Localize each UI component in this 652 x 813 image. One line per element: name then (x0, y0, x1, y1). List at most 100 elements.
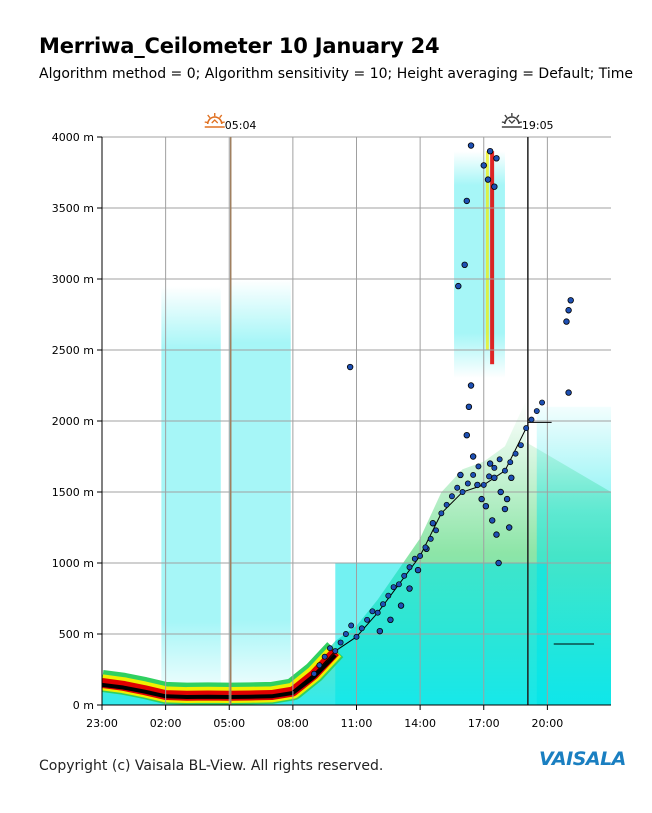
y-tick-label: 1000 m (52, 557, 94, 570)
cloud-detection-point (414, 566, 422, 574)
cloud-streak (490, 151, 495, 365)
copyright-footer: Copyright (c) Vaisala BL-View. All right… (39, 758, 384, 774)
cloud-detection-point (455, 282, 462, 290)
cloud-detection-point (467, 142, 475, 149)
cloud-detection-point (397, 602, 405, 609)
cloud-detection-point (467, 382, 475, 389)
x-tick-label: 11:00 (341, 717, 373, 730)
bl-detection-point (491, 464, 498, 471)
bl-detection-point (507, 459, 514, 466)
cloud-detection-point (346, 363, 354, 371)
bl-detection-point (502, 467, 508, 474)
bl-detection-point (512, 450, 519, 457)
bl-detection-point (533, 408, 540, 415)
cloud-detection-point (484, 176, 492, 183)
sunrise-icon (204, 113, 225, 128)
cloud-detection-point (457, 471, 464, 479)
cloud-detection-point (429, 520, 437, 527)
bl-detection-point (480, 481, 487, 488)
x-tick-label: 08:00 (277, 717, 309, 730)
cloud-detection-point (491, 474, 498, 481)
haze-column (161, 286, 221, 705)
bl-detection-point (369, 608, 376, 615)
bl-detection-point (342, 631, 349, 637)
cloud-detection-point (486, 460, 494, 467)
bl-detection-point (438, 510, 445, 517)
x-tick-label: 02:00 (150, 717, 182, 730)
cloud-detection-point (482, 503, 490, 510)
bl-detection-point (454, 484, 461, 491)
cloud-detection-point (493, 155, 500, 162)
y-tick-label: 0 m (73, 699, 94, 712)
bl-detection-point (464, 480, 471, 487)
cloud-detection-point (474, 481, 481, 489)
bl-detection-point (311, 670, 318, 677)
chart-title: Merriwa_Ceilometer 10 January 24 (39, 34, 440, 58)
sunrise-time-label: 05:04 (225, 119, 257, 132)
cloud-detection-point (495, 559, 502, 567)
cloud-detection-point (493, 531, 500, 538)
cloud-detection-point (480, 162, 487, 169)
cloud-detection-point (497, 488, 504, 496)
cloud-detection-point (508, 474, 515, 481)
cloud-detection-point (506, 524, 513, 531)
bl-detection-point (528, 416, 535, 423)
sunset-time-label: 19:05 (522, 119, 554, 132)
bl-detection-point (374, 609, 381, 616)
cloud-detection-point (465, 403, 473, 410)
bl-detection-point (316, 662, 323, 669)
cloud-detection-point (463, 197, 470, 205)
bl-detection-point (332, 648, 339, 654)
x-tick-label: 14:00 (404, 717, 436, 730)
cloud-detection-point (503, 495, 511, 503)
detections-overlay (292, 142, 595, 692)
evening-aerosol (536, 406, 611, 705)
bl-detection-point (364, 616, 371, 623)
bl-detection-point (385, 592, 392, 599)
bl-detection-point (358, 625, 365, 632)
x-tick-label: 05:00 (213, 717, 245, 730)
y-tick-label: 1500 m (52, 486, 94, 499)
cloud-detection-point (463, 432, 470, 439)
bl-detection-point (411, 555, 418, 562)
x-tick-label: 20:00 (532, 717, 564, 730)
bl-detection-point (395, 581, 402, 588)
bl-detection-point (433, 527, 439, 534)
bl-detection-point (539, 399, 546, 406)
bl-detection-point (448, 493, 455, 500)
cloud-detection-point (486, 147, 494, 155)
bl-detection-point (353, 633, 360, 640)
vaisala-logo: VAISALA (539, 748, 626, 770)
bl-detection-point (380, 601, 386, 608)
bl-detection-point (517, 442, 524, 449)
cloud-detection-point (563, 318, 570, 325)
bl-detection-point (390, 584, 397, 591)
y-tick-label: 500 m (59, 628, 94, 641)
bl-detection-point (470, 472, 477, 478)
cloud-detection-point (406, 585, 413, 592)
bl-detection-point (406, 564, 413, 571)
axes: 0 m 500 m 1000 m 1500 m 2000 m 2500 m 3000 m 35… (52, 131, 611, 730)
cloud-detection-point (565, 389, 572, 396)
cloud-detection-point (469, 453, 477, 460)
y-tick-label: 3000 m (52, 273, 94, 286)
cloud-detection-point (376, 627, 384, 635)
cloud-detection-point (478, 495, 485, 503)
bl-detection-point (422, 544, 429, 551)
bl-detection-point (443, 501, 450, 508)
y-tick-label: 2000 m (52, 415, 94, 428)
sun-markers: 05:04 19:05 (204, 113, 554, 132)
bl-detection-point (417, 552, 424, 559)
y-tick-label: 3500 m (52, 202, 94, 215)
cloud-detection-point (387, 616, 394, 623)
bl-detection-point (321, 653, 328, 660)
y-tick-label: 4000 m (52, 131, 94, 144)
cloud-detection-point (567, 297, 574, 304)
boundary-layer-line (102, 653, 337, 699)
grid-lines (101, 136, 611, 706)
bl-detection-point (401, 572, 408, 579)
chart-subtitle: Algorithm method = 0; Algorithm sensitiv… (39, 66, 633, 82)
bl-detection-point (337, 639, 344, 646)
x-tick-label: 23:00 (86, 717, 118, 730)
cloud-detection-point (491, 183, 498, 190)
